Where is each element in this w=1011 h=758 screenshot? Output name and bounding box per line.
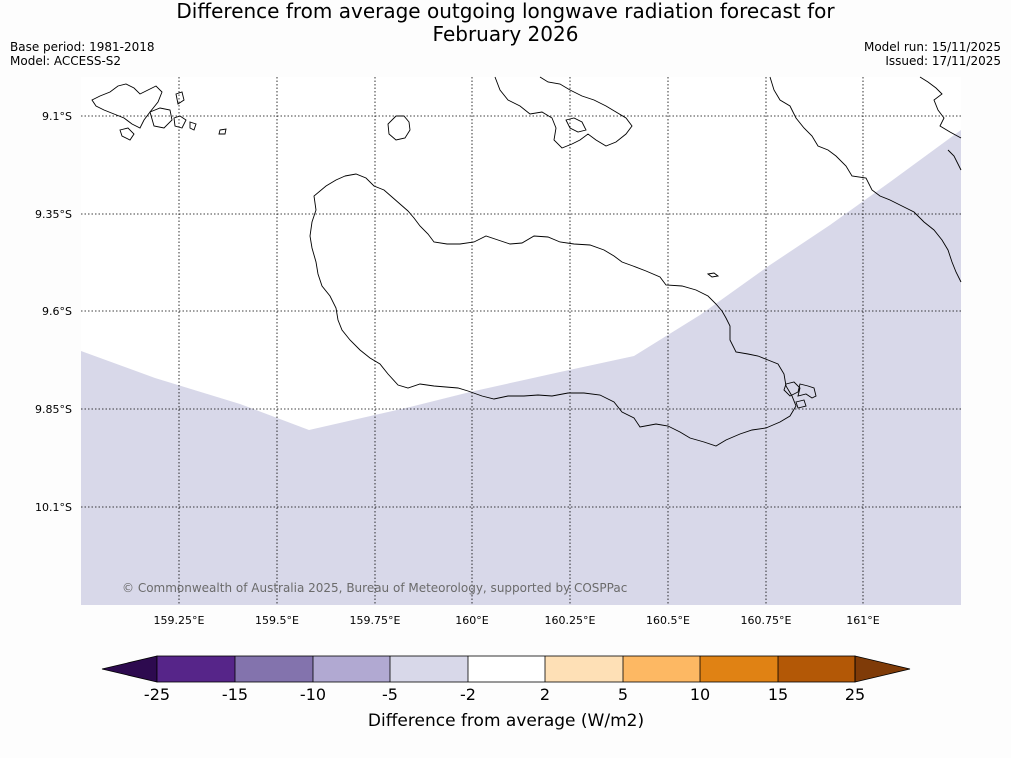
- lon-label: 160.25°E: [545, 614, 596, 627]
- map-title: Difference from average outgoing longwav…: [0, 0, 1011, 46]
- colorbar-dividers: [234, 656, 779, 682]
- title-line-2: February 2026: [432, 22, 579, 46]
- colorbar-tick: -25: [144, 685, 170, 704]
- russell-islet-2: [149, 107, 173, 129]
- lat-label: 9.35°S: [35, 208, 72, 221]
- colorbar-bin: [700, 656, 778, 682]
- meta-left: Base period: 1981-2018 Model: ACCESS-S2: [10, 40, 155, 68]
- anomaly-region-neg5-neg2: [81, 130, 961, 605]
- meta-right: Model run: 15/11/2025 Issued: 17/11/2025: [864, 40, 1001, 68]
- florida-islands-coast: [494, 76, 633, 149]
- savo-island-coast: [387, 115, 411, 141]
- malaita-coast: [769, 76, 962, 283]
- colorbar-tick: 15: [768, 685, 788, 704]
- colorbar-extend-low: [101, 655, 158, 683]
- colorbar-tick: -2: [460, 685, 476, 704]
- lon-label: 160.5°E: [646, 614, 690, 627]
- russell-islet-5: [189, 121, 197, 131]
- colorbar-bin: [545, 656, 623, 682]
- colorbar-ticks: -25 -15 -10 -5 -2 2 5 10 15 25: [144, 685, 865, 704]
- latitude-labels: 9.1°S 9.35°S 9.6°S 9.85°S 10.1°S: [35, 110, 72, 514]
- base-period: Base period: 1981-2018: [10, 40, 155, 54]
- copyright-credit: © Commonwealth of Australia 2025, Bureau…: [122, 581, 627, 595]
- lon-label: 161°E: [846, 614, 879, 627]
- colorbar-tick: 5: [618, 685, 628, 704]
- colorbar-tick: -15: [222, 685, 248, 704]
- lat-label: 9.85°S: [35, 403, 72, 416]
- lon-label: 160.75°E: [741, 614, 792, 627]
- issued-date: Issued: 17/11/2025: [885, 54, 1001, 68]
- lon-label: 160°E: [455, 614, 488, 627]
- model-name: Model: ACCESS-S2: [10, 54, 122, 68]
- lat-label: 9.6°S: [42, 305, 72, 318]
- colorbar-label: Difference from average (W/m2): [368, 711, 644, 731]
- title-line-1: Difference from average outgoing longwav…: [176, 0, 835, 23]
- colorbar-bin: [157, 656, 235, 682]
- graticule: [81, 77, 961, 605]
- colorbar-bin: [235, 656, 313, 682]
- russell-islands-coast: [91, 83, 163, 129]
- colorbar-bin: [390, 656, 468, 682]
- colorbar-tick: 25: [845, 685, 865, 704]
- colorbar-bin: [468, 656, 545, 682]
- florida-small-island: [565, 117, 587, 133]
- lat-label: 10.1°S: [35, 501, 72, 514]
- colorbar-tick: 2: [540, 685, 550, 704]
- guadalcanal-coast: [309, 173, 797, 447]
- marau-islands-coast: [783, 381, 817, 399]
- russell-islet-4: [175, 91, 185, 105]
- lon-label: 159.5°E: [255, 614, 299, 627]
- model-run: Model run: 15/11/2025: [863, 40, 1001, 54]
- russell-islet-1: [119, 127, 135, 141]
- colorbar-bin: [313, 656, 390, 682]
- colorbar-tick: -5: [382, 685, 398, 704]
- colorbar-extend-high: [854, 655, 911, 683]
- lon-label: 159.25°E: [154, 614, 205, 627]
- islet: [706, 272, 720, 278]
- colorbar-outline: [156, 655, 856, 683]
- colorbar-bin: [623, 656, 700, 682]
- colorbar-bin: [778, 656, 855, 682]
- colorbar-tick: 10: [690, 685, 710, 704]
- colorbar: -25 -15 -10 -5 -2 2 5 10 15 25 Differenc…: [101, 655, 911, 731]
- marau-islet: [795, 399, 807, 409]
- lat-label: 9.1°S: [42, 110, 72, 123]
- longitude-labels: 159.25°E 159.5°E 159.75°E 160°E 160.25°E…: [154, 614, 880, 627]
- lon-label: 159.75°E: [350, 614, 401, 627]
- coastlines: [91, 76, 962, 447]
- russell-islet-6: [218, 128, 227, 135]
- colorbar-tick: -10: [300, 685, 326, 704]
